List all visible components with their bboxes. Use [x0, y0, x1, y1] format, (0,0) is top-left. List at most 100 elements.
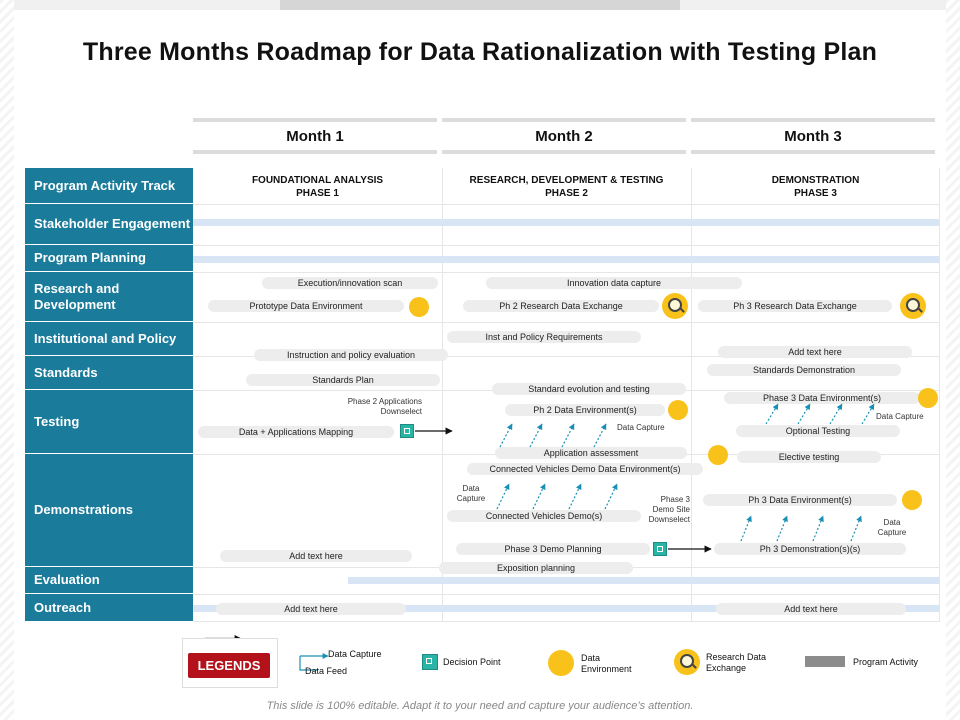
grid-row-line — [193, 245, 939, 246]
data-capture-arrow — [499, 423, 513, 448]
activity-add-text-demonstrations: Add text here — [220, 550, 412, 562]
activity-standards-demonstration: Standards Demonstration — [707, 364, 901, 376]
note-line: Phase 2 Applications — [347, 397, 422, 406]
decision-point-icon — [400, 424, 414, 438]
note-line: Downselect — [380, 407, 422, 416]
row-label-institutional-and-policy: Institutional and Policy — [25, 322, 193, 356]
row-label-stakeholder-engagement: Stakeholder Engagement — [25, 204, 193, 245]
phase-1-header: FOUNDATIONAL ANALYSIS PHASE 1 — [193, 170, 442, 204]
legend-program-activity-swatch — [805, 656, 845, 667]
legend-decision-point-icon — [422, 654, 438, 670]
activity-prototype-data-environment: Prototype Data Environment — [208, 300, 404, 312]
grid-row-line — [193, 621, 939, 622]
data-environment-icon — [668, 400, 688, 420]
grid-row-line — [193, 594, 939, 595]
right-hatch-border — [946, 0, 960, 720]
legend-line: Exchange — [706, 663, 747, 673]
data-capture-arrow — [593, 423, 607, 448]
legend-line: Research Data — [706, 652, 767, 662]
legend-decision-point-label: Decision Point — [443, 657, 501, 667]
top-strip-left — [0, 0, 280, 10]
note-line: Capture — [456, 494, 486, 503]
legend-program-activity-label: Program Activity — [853, 657, 919, 667]
outreach-bar — [193, 605, 939, 612]
activity-application-assessment: Application assessment — [495, 447, 687, 459]
note-line: Capture — [877, 528, 907, 537]
row-label-program-activity-track: Program Activity Track — [25, 168, 193, 204]
data-capture-arrow — [829, 403, 843, 425]
decision-point-icon — [653, 542, 667, 556]
top-strip-center — [280, 0, 680, 10]
note-data-capture: Data Capture — [877, 518, 907, 538]
note-line: Phase 3 — [660, 495, 690, 504]
activity-optional-testing: Optional Testing — [736, 425, 900, 437]
data-capture-arrow — [496, 483, 510, 510]
legends-button[interactable]: LEGENDS — [188, 653, 270, 678]
activity-add-text-outreach-1: Add text here — [216, 603, 406, 615]
note-line: Downselect — [648, 515, 690, 524]
activity-phase3-demo-planning: Phase 3 Demo Planning — [456, 543, 650, 555]
data-capture-arrow — [568, 483, 582, 510]
program-planning-bar — [193, 256, 939, 263]
legend-line: Environment — [581, 664, 632, 674]
activity-inst-policy-requirements: Inst and Policy Requirements — [447, 331, 641, 343]
activity-phase3-data-environments: Phase 3 Data Environment(s) — [724, 392, 920, 404]
phase-3-title: DEMONSTRATION — [771, 175, 860, 186]
row-label-standards: Standards — [25, 356, 193, 390]
phase-3-label: PHASE 3 — [794, 188, 837, 199]
row-label-outreach: Outreach — [25, 594, 193, 622]
activity-standards-plan: Standards Plan — [246, 374, 440, 386]
phase-2-header: RESEARCH, DEVELOPMENT & TESTING PHASE 2 — [442, 170, 691, 204]
data-capture-arrow — [765, 403, 779, 425]
data-capture-arrow — [561, 423, 575, 448]
data-capture-arrow — [604, 483, 618, 510]
activity-ph2-data-environments: Ph 2 Data Environment(s) — [505, 404, 665, 416]
research-data-exchange-icon — [662, 293, 688, 319]
row-label-testing: Testing — [25, 390, 193, 454]
grid-divider-month-3 — [691, 168, 692, 622]
row-label-evaluation: Evaluation — [25, 567, 193, 594]
activity-connected-vehicles-demos: Connected Vehicles Demo(s) — [447, 510, 641, 522]
note-data-capture: Data Capture — [617, 423, 665, 432]
phase-3-header: DEMONSTRATION PHASE 3 — [691, 170, 940, 204]
activity-add-text-policy: Add text here — [718, 346, 912, 358]
legend-line: Data — [581, 653, 601, 663]
page-title: Three Months Roadmap for Data Rationaliz… — [82, 38, 878, 66]
grid-row-line — [193, 272, 939, 273]
legend-data-feed-label: Data Feed — [305, 666, 348, 676]
data-capture-arrow — [532, 483, 546, 510]
activity-ph3-demonstrations: Ph 3 Demonstration(s)(s) — [714, 543, 906, 555]
phase-2-title: RESEARCH, DEVELOPMENT & TESTING — [469, 175, 664, 186]
activity-add-text-outreach-2: Add text here — [716, 603, 906, 615]
grid-row-line — [193, 322, 939, 323]
data-capture-arrow — [812, 515, 824, 542]
activity-exposition-planning: Exposition planning — [439, 562, 633, 574]
month-1-header: Month 1 — [193, 118, 437, 154]
note-line: Data — [883, 518, 901, 527]
row-label-demonstrations: Demonstrations — [25, 454, 193, 567]
month-2-header: Month 2 — [442, 118, 686, 154]
legend-data-environment-icon — [548, 650, 574, 676]
note-line: Demo Site — [652, 505, 690, 514]
legend-data-environment-label: Data Environment — [581, 653, 632, 675]
activity-execution-scan: Execution/innovation scan — [262, 277, 438, 289]
month-3-header: Month 3 — [691, 118, 935, 154]
note-data-capture: Data Capture — [876, 412, 924, 421]
grid-divider-month-2 — [442, 168, 443, 622]
research-data-exchange-icon — [900, 293, 926, 319]
data-capture-arrow — [850, 515, 862, 542]
data-capture-arrow — [776, 515, 788, 542]
activity-standard-evolution-testing: Standard evolution and testing — [492, 383, 686, 395]
activity-cv-demo-data-environments: Connected Vehicles Demo Data Environment… — [467, 463, 703, 475]
grid-divider-right — [939, 168, 940, 622]
data-capture-arrow — [529, 423, 543, 448]
activity-elective-testing: Elective testing — [737, 451, 881, 463]
note-line: Data — [462, 484, 480, 493]
note-data-capture: Data Capture — [456, 484, 486, 504]
phase-1-label: PHASE 1 — [296, 188, 339, 199]
data-capture-arrow — [797, 403, 811, 425]
phase-1-title: FOUNDATIONAL ANALYSIS — [251, 175, 384, 186]
grid-row-line — [193, 356, 939, 357]
activity-innovation-data-capture: Innovation data capture — [486, 277, 742, 289]
